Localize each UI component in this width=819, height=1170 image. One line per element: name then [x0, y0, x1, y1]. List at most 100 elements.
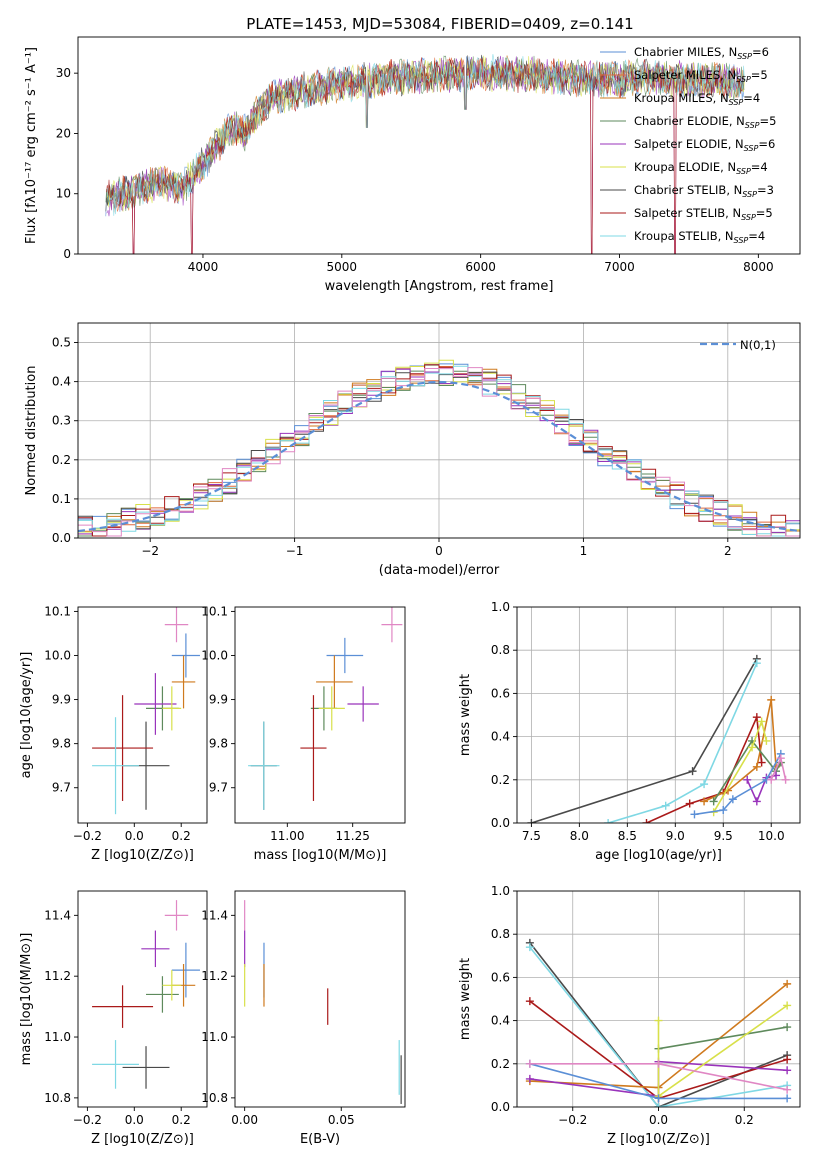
weight-point-marker: [757, 717, 766, 726]
x-tick-label: 11.00: [270, 829, 304, 843]
histogram-step: [78, 371, 800, 537]
y-axis-label: mass weight: [458, 674, 473, 756]
x-tick-label: −2: [141, 544, 159, 558]
weight-point-marker: [604, 819, 613, 823]
y-tick-label: 0.2: [491, 1057, 510, 1071]
x-tick-label: −0.2: [73, 1113, 102, 1127]
weight-point-marker: [525, 1059, 534, 1068]
x-tick-label: 0: [435, 544, 443, 558]
weight-point-marker: [719, 806, 728, 815]
plot-area: [244, 900, 402, 1104]
weight-point-marker: [767, 695, 776, 704]
chart-massweight_vs_Z: −0.2 0.0 0.2 0.0 0.2 0.4 0.6 0.8 1.0 Z [log10(Z/Z…: [458, 884, 801, 1147]
x-tick-label: 7000: [604, 260, 635, 274]
weight-point-marker: [783, 979, 792, 988]
x-tick-label: 1: [580, 544, 588, 558]
y-tick-label: 10: [56, 187, 71, 201]
weight-series-line: [713, 718, 768, 813]
y-tick-label: 9.8: [209, 737, 228, 751]
x-tick-label: 0.0: [125, 1113, 144, 1127]
plot-area: [92, 900, 200, 1089]
x-tick-label: 6000: [465, 260, 496, 274]
y-tick-label: 0.2: [52, 453, 71, 467]
y-tick-label: 1.0: [491, 600, 510, 614]
weight-series-line: [713, 739, 782, 802]
axes-frame: [77, 606, 208, 824]
y-tick-label: 10.1: [44, 604, 71, 618]
y-tick-label: 0.3: [52, 414, 71, 428]
x-tick-label: 8000: [743, 260, 774, 274]
x-tick-label: 9.5: [714, 829, 733, 843]
x-tick-label: 11.25: [336, 829, 370, 843]
x-tick-label: 8.5: [618, 829, 637, 843]
weight-point-marker: [654, 1094, 663, 1103]
weight-series-line: [646, 714, 763, 823]
x-tick-label: −1: [286, 544, 304, 558]
axes-frame: [77, 890, 208, 1108]
y-tick-label: 9.7: [209, 781, 228, 795]
y-tick-label: 0.4: [491, 1014, 510, 1028]
axes-frame: [234, 606, 406, 824]
y-tick-label: 11.0: [44, 1030, 71, 1044]
weight-series-line: [607, 662, 758, 823]
legend-entry: Chabrier MILES, NSSP=6: [634, 45, 769, 61]
y-axis-label: mass [log10(M/M⊙)]: [19, 933, 34, 1066]
weight-series-line: [703, 699, 777, 803]
y-tick-label: 0: [63, 247, 71, 261]
weight-point-marker: [690, 810, 699, 819]
weight-point-marker: [752, 659, 761, 668]
y-tick-label: 9.9: [52, 693, 71, 707]
weight-point-marker: [762, 736, 771, 745]
y-tick-label: 0.1: [52, 492, 71, 506]
x-tick-label: 0.2: [172, 829, 191, 843]
y-axis-label: mass weight: [458, 958, 473, 1040]
chart-spectrum: Chabrier MILES, NSSP=6 Salpeter MILES, NS…: [24, 36, 801, 294]
legend: Chabrier MILES, NSSP=6 Salpeter MILES, NS…: [600, 45, 776, 245]
x-tick-label: 0.0: [649, 1113, 668, 1127]
legend-entry: Kroupa MILES, NSSP=4: [634, 91, 760, 107]
legend-entry: Chabrier STELIB, NSSP=3: [634, 183, 774, 199]
x-axis-label: age [log10(age/yr)]: [595, 848, 722, 863]
histogram-step: [78, 364, 800, 537]
axes-frame: [516, 606, 801, 824]
legend-entry: Chabrier ELODIE, NSSP=5: [634, 114, 776, 130]
weight-point-marker: [654, 1103, 663, 1107]
legend-entry: Kroupa ELODIE, NSSP=4: [634, 160, 768, 176]
weight-point-marker: [743, 775, 752, 784]
y-tick-label: 10.0: [201, 648, 228, 662]
weight-point-marker: [748, 743, 757, 752]
y-tick-label: 11.4: [44, 908, 71, 922]
spectrum-series-line: [106, 54, 745, 216]
y-tick-label: 10.8: [201, 1091, 228, 1105]
weight-series-line: [658, 1026, 788, 1050]
weight-point-marker: [688, 767, 697, 776]
y-tick-label: 0.5: [52, 336, 71, 350]
legend-entry: N(0,1): [740, 338, 776, 352]
weight-point-marker: [767, 775, 776, 784]
y-tick-label: 0.2: [491, 773, 510, 787]
x-axis-label: (data-model)/error: [379, 563, 500, 578]
x-axis-label: mass [log10(M/M⊙)]: [254, 848, 387, 863]
weight-point-marker: [776, 754, 785, 763]
weight-point-marker: [728, 795, 737, 804]
x-tick-label: −0.2: [73, 829, 102, 843]
y-tick-label: 10.1: [201, 604, 228, 618]
x-tick-label: 4000: [188, 260, 219, 274]
weight-point-marker: [781, 775, 790, 784]
axes-frame: [234, 890, 406, 1108]
y-axis-label: Normed distribution: [24, 366, 39, 496]
y-tick-label: 30: [56, 66, 71, 80]
y-tick-label: 0.8: [491, 927, 510, 941]
y-tick-label: 10.0: [44, 648, 71, 662]
x-axis-label: Z [log10(Z/Z⊙)]: [607, 1132, 710, 1147]
y-tick-label: 20: [56, 126, 71, 140]
chart-residuals: N(0,1) −2 −1 0 1 2 0.0 0.1 0.2 0.3 0.4 0.5 (data-mod…: [24, 322, 801, 578]
weight-point-marker: [783, 1066, 792, 1075]
y-tick-label: 0.6: [491, 686, 510, 700]
weight-series-line: [529, 946, 788, 1107]
chart-mass_vs_Z: −0.2 0.0 0.2 10.8 11.0 11.2 11.4 Z [log10(Z/Z⊙)…: [19, 890, 208, 1147]
y-tick-label: 9.9: [209, 693, 228, 707]
y-tick-label: 0.0: [491, 816, 510, 830]
weight-point-marker: [654, 1059, 663, 1068]
chart-age_vs_Z: −0.2 0.0 0.2 9.7 9.8 9.9 10.0 10.1 Z [log10(Z/Z⊙…: [19, 604, 208, 863]
